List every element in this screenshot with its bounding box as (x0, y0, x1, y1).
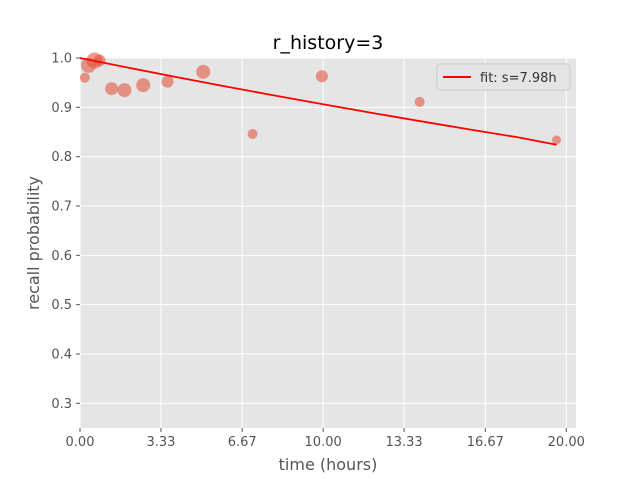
y-tick-label: 0.4 (51, 348, 72, 363)
x-tick-label: 6.67 (228, 435, 257, 450)
y-tick-label: 0.8 (51, 150, 72, 165)
x-tick-label: 3.33 (146, 435, 175, 450)
scatter-point (105, 82, 119, 96)
y-tick-label: 0.3 (51, 397, 72, 412)
x-ticks: 0.00 3.33 6.67 10.00 13.33 16.67 20.00 (66, 428, 585, 450)
x-tick-label: 0.00 (66, 435, 95, 450)
scatter-point (136, 78, 151, 93)
x-tick-label: 13.33 (385, 435, 422, 450)
scatter-point (196, 64, 211, 79)
x-tick-label: 16.67 (467, 435, 504, 450)
scatter-point (117, 83, 132, 98)
legend-box (436, 63, 571, 91)
fit-line (79, 57, 557, 146)
x-axis-label: time (hours) (279, 455, 378, 474)
y-ticks: 0.3 0.4 0.5 0.6 0.7 0.8 0.9 1.0 (51, 52, 80, 412)
scatter-series (79, 52, 562, 145)
y-tick-label: 0.5 (51, 298, 72, 313)
legend-label: fit: s=7.98h (480, 71, 557, 86)
scatter-point (161, 75, 174, 88)
y-tick-label: 1.0 (51, 52, 72, 67)
scatter-point (93, 54, 106, 67)
x-tick-label: 20.00 (548, 435, 585, 450)
y-tick-label: 0.6 (51, 249, 72, 264)
grid (79, 57, 576, 428)
y-axis-label: recall probability (24, 176, 43, 310)
chart-title: r_history=3 (273, 32, 384, 54)
legend: fit: s=7.98h (436, 63, 571, 91)
y-tick-label: 0.9 (51, 101, 72, 116)
scatter-point (552, 135, 562, 145)
scatter-point (79, 72, 90, 83)
scatter-point (414, 96, 425, 107)
x-tick-label: 10.00 (305, 435, 342, 450)
scatter-point (247, 128, 258, 139)
fit-line-series (79, 57, 557, 146)
y-tick-label: 0.7 (51, 200, 72, 215)
plot-area (80, 58, 576, 428)
scatter-point (315, 70, 328, 83)
